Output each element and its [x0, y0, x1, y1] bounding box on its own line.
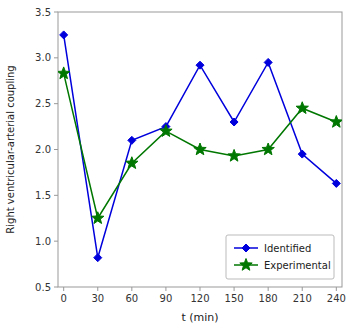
x-tick-label: 0 — [60, 293, 66, 304]
y-tick-label: 2.5 — [35, 98, 51, 109]
y-axis-label: Right ventricular-arterial coupling — [5, 65, 16, 233]
chart: 0 30 60 90 120 150 180 210 240 0.5 1.0 1.5 2.0 2.5 3.0… — [0, 0, 356, 329]
y-tick — [54, 103, 58, 104]
legend-label: Identified — [264, 243, 311, 254]
series-group — [58, 31, 342, 262]
x-tick-label: 90 — [160, 293, 173, 304]
point — [160, 125, 172, 137]
point — [228, 149, 240, 161]
point — [194, 143, 206, 155]
x-tick-label: 180 — [259, 293, 278, 304]
point — [128, 136, 136, 144]
point — [94, 254, 102, 262]
point — [262, 143, 274, 155]
legend-marker — [240, 259, 252, 271]
x-axis-label: t (min) — [181, 311, 218, 324]
point — [60, 31, 68, 39]
x-tick-label: 30 — [91, 293, 104, 304]
x-tick-label: 150 — [225, 293, 244, 304]
y-tick-label: 1.0 — [35, 236, 51, 247]
y-tick — [54, 241, 58, 242]
y-tick — [54, 287, 58, 288]
point — [298, 150, 306, 158]
x-tick — [97, 287, 98, 291]
y-tick-label: 2.0 — [35, 144, 51, 155]
y-tick — [54, 195, 58, 196]
x-tick — [63, 287, 64, 291]
legend-box — [226, 235, 334, 279]
line — [64, 35, 337, 258]
point — [296, 102, 308, 114]
x-tick-label: 60 — [125, 293, 138, 304]
x-tick — [336, 287, 337, 291]
point — [126, 157, 138, 169]
point — [58, 67, 70, 79]
line — [64, 73, 337, 218]
x-tick — [268, 287, 269, 291]
x-tick — [234, 287, 235, 291]
y-tick-label: 3.5 — [35, 7, 51, 18]
point — [230, 118, 238, 126]
x-tick — [302, 287, 303, 291]
x-tick — [200, 287, 201, 291]
plot-frame — [58, 12, 342, 287]
y-tick — [54, 57, 58, 58]
y-tick-label: 0.5 — [35, 282, 51, 293]
point — [330, 116, 342, 128]
legend: Identified Experimental — [226, 235, 334, 279]
axes: 0 30 60 90 120 150 180 210 240 0.5 1.0 1.5 2.0 2.5 3.0… — [35, 7, 346, 305]
x-tick-label: 240 — [327, 293, 346, 304]
x-tick-label: 210 — [293, 293, 312, 304]
point — [332, 179, 340, 187]
y-tick — [54, 149, 58, 150]
x-tick — [165, 287, 166, 291]
legend-label: Experimental — [264, 260, 331, 271]
point — [196, 61, 204, 69]
x-tick-label: 120 — [190, 293, 209, 304]
legend-marker — [242, 244, 250, 252]
y-tick-label: 1.5 — [35, 190, 51, 201]
point — [92, 212, 104, 224]
point — [264, 58, 272, 66]
x-tick — [131, 287, 132, 291]
y-tick-label: 3.0 — [35, 52, 51, 63]
y-tick — [54, 12, 58, 13]
